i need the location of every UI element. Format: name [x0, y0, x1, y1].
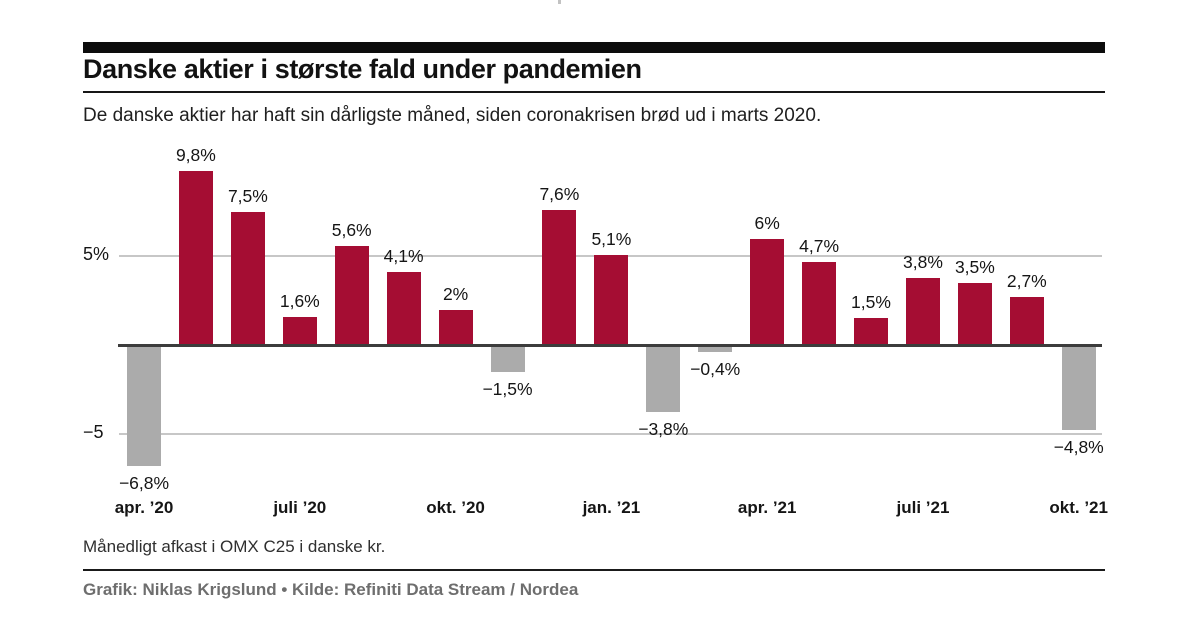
chart-title: Danske aktier i største fald under pande…	[83, 54, 642, 84]
bar	[334, 245, 369, 345]
bar-value-label: −4,8%	[1053, 437, 1104, 458]
bar	[127, 345, 161, 466]
chart-subtitle: De danske aktier har haft sin dårligste …	[83, 105, 822, 126]
bar-value-label: −6,8%	[118, 472, 170, 493]
chart-credits: Grafik: Niklas Krigslund • Kilde: Refini…	[83, 580, 579, 599]
x-axis-label: apr. ’21	[737, 498, 797, 517]
bar	[178, 171, 213, 345]
bar	[1061, 345, 1096, 431]
bar-value-label: 5,6%	[331, 219, 372, 240]
bar-value-label: 6%	[754, 212, 780, 233]
title-divider	[83, 91, 1105, 93]
chart-footnote: Månedligt afkast i OMX C25 i danske kr.	[83, 537, 386, 556]
bar	[490, 345, 525, 372]
bar	[542, 210, 577, 345]
y-axis-label: 5%	[83, 244, 110, 264]
bar-value-label: −0,4%	[690, 359, 741, 380]
top-edge-crop-artifact	[558, 0, 561, 4]
bar	[594, 254, 629, 345]
bar-value-label: −1,5%	[482, 378, 533, 399]
bar	[230, 212, 265, 345]
bar	[1009, 297, 1044, 345]
bar	[854, 318, 888, 345]
y-axis-label: −5	[83, 422, 104, 442]
bar-value-label: 1,5%	[851, 292, 891, 313]
bar-value-label: 9,8%	[175, 145, 216, 166]
bar	[750, 238, 785, 345]
bar	[386, 272, 421, 345]
bar-value-label: 4,1%	[383, 246, 424, 267]
bar-value-label: 1,6%	[279, 290, 320, 311]
bar-value-label: 3,8%	[903, 251, 943, 272]
bar	[438, 309, 473, 345]
x-axis-label: okt. ’20	[426, 498, 485, 517]
bar-value-label: 4,7%	[799, 235, 840, 256]
bar-value-label: −3,8%	[638, 419, 689, 440]
bar	[646, 345, 681, 413]
bar	[282, 316, 317, 345]
x-axis-label: apr. ’20	[114, 498, 174, 517]
top-rule	[83, 42, 1105, 53]
x-axis-label: jan. ’21	[582, 498, 641, 517]
bar	[802, 261, 837, 345]
bar-value-label: 2,7%	[1006, 271, 1047, 292]
x-axis-label: juli ’20	[273, 498, 327, 517]
footer-divider	[83, 569, 1105, 571]
bar	[906, 277, 940, 345]
y-gridline	[119, 433, 1102, 435]
bar-value-label: 2%	[442, 283, 469, 304]
bar-value-label: 3,5%	[954, 256, 995, 277]
x-axis-label: okt. ’21	[1049, 498, 1108, 517]
bar	[698, 345, 733, 353]
zero-axis-line	[118, 344, 1102, 347]
bar	[957, 282, 992, 345]
bar-value-label: 5,1%	[591, 228, 632, 249]
bar-value-label: 7,5%	[227, 186, 268, 206]
x-axis-label: juli ’21	[896, 498, 950, 517]
bar-value-label: 7,6%	[539, 184, 580, 205]
